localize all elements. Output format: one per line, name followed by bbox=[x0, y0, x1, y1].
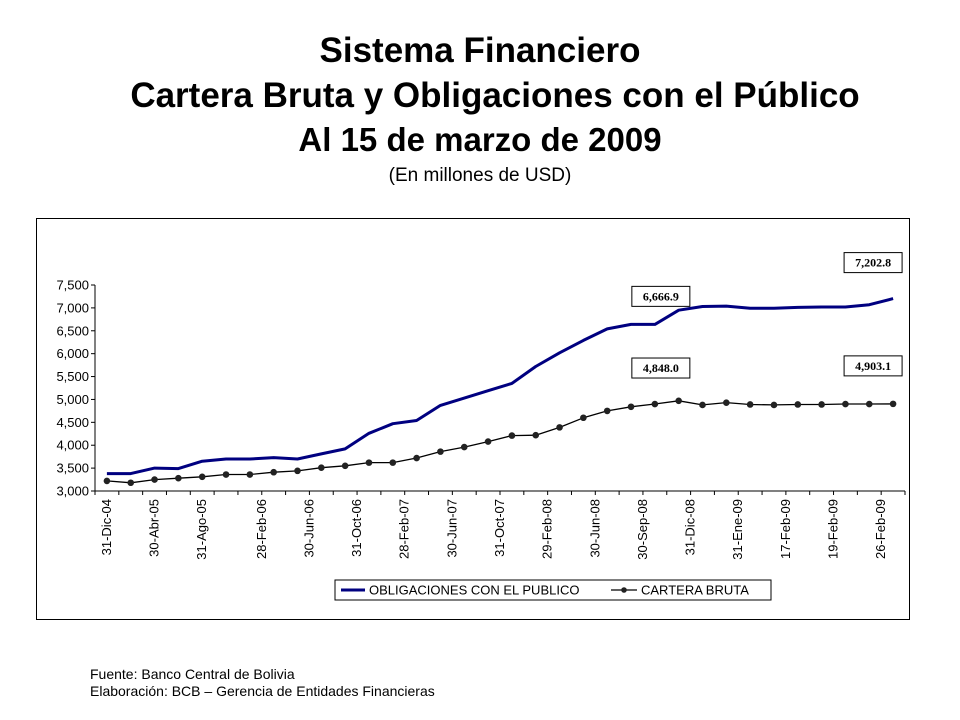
source-line: Fuente: Banco Central de Bolivia bbox=[90, 666, 295, 682]
y-tick-label: 4,000 bbox=[56, 438, 89, 453]
cartera-point bbox=[508, 432, 516, 439]
value-callout-box bbox=[843, 355, 903, 377]
legend-cartera-marker bbox=[621, 587, 627, 593]
cartera-point bbox=[222, 471, 230, 478]
cartera-point bbox=[723, 399, 730, 406]
chart-title-line-3: Al 15 de marzo de 2009 bbox=[298, 121, 662, 158]
title-block: Sistema Financiero Cartera Bruta y Oblig… bbox=[0, 28, 960, 189]
x-tick-label: 30-Sep-08 bbox=[635, 499, 650, 560]
x-tick-label: 31-Dic-04 bbox=[99, 499, 114, 555]
x-tick-label: 31-Ago-05 bbox=[194, 499, 209, 560]
cartera-point bbox=[437, 448, 444, 455]
cartera-point bbox=[389, 459, 397, 466]
cartera-point bbox=[865, 400, 873, 408]
y-tick-label: 7,000 bbox=[56, 300, 89, 315]
chart-title-line-1: Sistema Financiero bbox=[319, 31, 641, 70]
value-callout-label: 6,666.9 bbox=[643, 289, 679, 303]
obligaciones-line bbox=[106, 297, 894, 476]
cartera-point bbox=[484, 438, 492, 445]
cartera-point bbox=[460, 443, 468, 451]
y-tick-label: 5,000 bbox=[56, 392, 89, 407]
cartera-point bbox=[151, 476, 158, 483]
y-tick-label: 3,500 bbox=[56, 461, 89, 476]
cartera-point bbox=[556, 424, 563, 431]
x-tick-label: 26-Feb-09 bbox=[873, 499, 888, 559]
source-notes: Fuente: Banco Central de Bolivia Elabora… bbox=[90, 666, 435, 700]
x-tick-label: 31-Oct-07 bbox=[492, 499, 507, 557]
value-callout-box bbox=[843, 252, 903, 274]
value-callout-label: 7,202.8 bbox=[855, 256, 891, 270]
value-callout-label: 4,903.1 bbox=[855, 359, 891, 373]
cartera-point bbox=[103, 477, 111, 485]
y-tick-label: 7,500 bbox=[56, 278, 89, 293]
x-tick-label: 28-Feb-06 bbox=[254, 499, 269, 559]
value-callout-label: 4,848.0 bbox=[643, 361, 679, 375]
cartera-point bbox=[627, 403, 635, 411]
cartera-point bbox=[842, 400, 849, 408]
line-chart: 3,000 3,500 4,000 4,500 5,000 5,500 6,000 6,500… bbox=[56, 252, 906, 601]
cartera-point bbox=[532, 431, 540, 439]
cartera-point bbox=[246, 471, 254, 478]
cartera-point bbox=[794, 401, 802, 408]
cartera-point bbox=[175, 474, 182, 482]
x-tick-label: 31-Ene-09 bbox=[730, 499, 745, 560]
x-tick-label: 19-Feb-09 bbox=[826, 499, 841, 559]
x-tick-label: 30-Jun-08 bbox=[587, 499, 602, 558]
chart-title-line-2: Cartera Bruta y Obligaciones con el Públ… bbox=[130, 76, 860, 115]
cartera-point bbox=[318, 464, 325, 471]
x-tick-label: 17-Feb-09 bbox=[778, 499, 793, 559]
x-tick-label: 28-Feb-07 bbox=[397, 499, 412, 559]
cartera-point bbox=[889, 400, 897, 408]
value-callout-box bbox=[631, 357, 691, 379]
x-tick-label: 30-Jun-06 bbox=[301, 499, 316, 558]
value-callout-box bbox=[631, 285, 691, 307]
cartera-point bbox=[270, 468, 277, 476]
legend-box bbox=[334, 579, 772, 601]
x-tick-label: 30-Abr-05 bbox=[147, 499, 162, 557]
elaboration-line: Elaboración: BCB – Gerencia de Entidades… bbox=[90, 683, 435, 699]
chart-subtitle: (En millones de USD) bbox=[388, 165, 572, 186]
x-tick-label: 29-Feb-08 bbox=[540, 499, 555, 559]
cartera-point bbox=[365, 459, 373, 466]
cartera-line bbox=[106, 400, 894, 484]
cartera-point bbox=[413, 454, 420, 462]
legend-cartera-label: CARTERA BRUTA bbox=[641, 583, 749, 598]
cartera-point bbox=[294, 467, 301, 475]
legend-obligaciones-label: OBLIGACIONES CON EL PUBLICO bbox=[369, 583, 579, 598]
chart-frame: 3,000 3,500 4,000 4,500 5,000 5,500 6,000 6,500… bbox=[36, 218, 910, 620]
x-tick-label: 31-Oct-06 bbox=[349, 499, 364, 557]
cartera-point bbox=[746, 401, 754, 408]
cartera-point bbox=[818, 401, 825, 408]
cartera-point bbox=[699, 401, 706, 409]
x-tick-label: 31-Dic-08 bbox=[683, 499, 698, 555]
y-tick-label: 3,000 bbox=[56, 484, 89, 499]
y-tick-label: 6,500 bbox=[56, 323, 89, 338]
cartera-point bbox=[127, 479, 135, 487]
y-tick-label: 4,500 bbox=[56, 415, 89, 430]
cartera-point bbox=[198, 473, 206, 481]
cartera-point bbox=[770, 401, 778, 409]
cartera-point bbox=[651, 400, 659, 408]
y-tick-label: 6,000 bbox=[56, 346, 89, 361]
cartera-point bbox=[580, 414, 587, 422]
cartera-point bbox=[675, 397, 682, 405]
cartera-point bbox=[341, 462, 349, 470]
y-tick-label: 5,500 bbox=[56, 369, 89, 384]
x-tick-label: 30-Jun-07 bbox=[444, 499, 459, 558]
cartera-point bbox=[603, 407, 611, 415]
